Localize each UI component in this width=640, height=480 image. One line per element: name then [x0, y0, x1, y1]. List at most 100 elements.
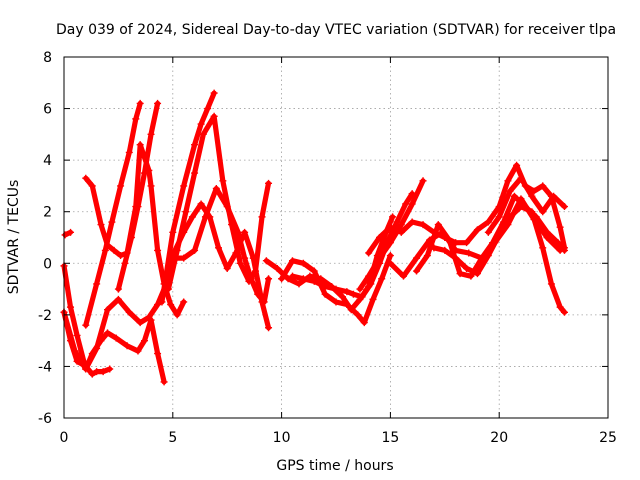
data-point-marker: [560, 246, 568, 254]
data-point-marker: [82, 174, 90, 182]
data-point-marker: [247, 275, 255, 283]
data-point-marker: [510, 192, 518, 200]
series-line-track-13: [289, 191, 415, 300]
data-point-marker: [397, 228, 405, 236]
data-point-marker: [191, 169, 199, 177]
series-line-track-5: [83, 100, 143, 328]
data-point-marker: [104, 306, 112, 314]
data-point-marker: [484, 252, 492, 260]
data-point-marker: [88, 370, 96, 378]
data-point-marker: [278, 275, 286, 283]
data-point-marker: [517, 203, 525, 211]
data-point-marker: [554, 239, 562, 247]
data-point-marker: [332, 285, 340, 293]
data-point-marker: [354, 311, 362, 319]
data-point-marker: [506, 187, 514, 195]
x-tick-label: 25: [599, 430, 617, 446]
data-point-marker: [288, 272, 296, 280]
data-point-marker: [125, 308, 133, 316]
data-point-marker: [539, 208, 547, 216]
data-point-marker: [506, 213, 514, 221]
data-point-marker: [147, 182, 155, 190]
data-point-marker: [413, 267, 421, 275]
data-point-marker: [188, 213, 196, 221]
data-point-marker: [343, 288, 351, 296]
data-point-marker: [197, 120, 205, 128]
data-point-marker: [393, 218, 401, 226]
data-point-marker: [108, 218, 116, 226]
data-point-marker: [251, 267, 259, 275]
series-track-13: [288, 190, 416, 301]
data-point-marker: [71, 347, 79, 355]
data-point-marker: [423, 252, 431, 260]
data-point-marker: [386, 252, 394, 260]
data-point-marker: [82, 365, 90, 373]
series-line-track-2: [61, 263, 167, 385]
data-point-marker: [145, 313, 153, 321]
data-point-marker: [397, 221, 405, 229]
data-point-marker: [173, 246, 181, 254]
data-point-marker: [191, 246, 199, 254]
y-tick-label: 8: [43, 50, 52, 66]
data-point-marker: [484, 228, 492, 236]
data-point-marker: [104, 329, 112, 337]
data-point-marker: [452, 239, 460, 247]
data-point-marker: [495, 231, 503, 239]
data-point-marker: [376, 234, 384, 241]
data-point-marker: [539, 244, 547, 252]
data-point-marker: [265, 275, 273, 283]
grid-lines: [64, 57, 608, 418]
data-point-marker: [199, 130, 207, 138]
data-point-marker: [321, 290, 329, 298]
series-track-15: [365, 161, 568, 257]
data-point-marker: [154, 246, 162, 254]
data-point-marker: [136, 319, 144, 327]
data-point-marker: [456, 270, 464, 278]
data-point-marker: [299, 259, 307, 267]
data-point-marker: [473, 270, 481, 278]
series-track-14: [356, 177, 427, 293]
data-point-marker: [258, 213, 266, 221]
data-point-marker: [134, 347, 142, 355]
data-point-marker: [241, 254, 249, 262]
data-point-marker: [441, 246, 449, 254]
data-point-marker: [547, 280, 555, 288]
data-point-marker: [556, 303, 564, 311]
data-point-marker: [173, 311, 181, 319]
axis-ticks: 0 5 10 15 20 25 -6 -4 -2 0 2 4 6 8: [38, 50, 617, 446]
data-point-marker: [367, 280, 375, 288]
data-point-marker: [204, 105, 212, 113]
series-track-8: [164, 112, 273, 293]
data-point-marker: [182, 208, 190, 216]
y-tick-label: 2: [43, 205, 52, 221]
data-point-marker: [214, 244, 222, 252]
data-point-marker: [452, 254, 460, 262]
data-point-marker: [376, 254, 384, 262]
data-point-marker: [136, 141, 144, 149]
series-line-track-19: [485, 175, 568, 235]
data-point-marker: [223, 203, 231, 211]
data-point-marker: [97, 221, 105, 229]
data-point-marker: [61, 231, 69, 239]
data-point-marker: [141, 337, 149, 345]
data-point-marker: [260, 298, 268, 306]
data-point-marker: [127, 234, 135, 241]
x-tick-label: 15: [381, 430, 399, 446]
y-tick-label: -4: [38, 359, 52, 375]
data-point-marker: [550, 192, 558, 200]
data-point-marker: [123, 342, 131, 350]
data-point-marker: [543, 228, 551, 236]
data-point-marker: [310, 277, 318, 285]
series-track-6: [114, 99, 162, 293]
data-point-marker: [560, 203, 568, 211]
series-track-12: [278, 252, 394, 327]
data-point-marker: [160, 378, 168, 386]
data-point-marker: [560, 308, 568, 316]
x-tick-label: 10: [273, 430, 291, 446]
series-track-10: [169, 185, 273, 306]
data-point-marker: [517, 174, 525, 182]
series-track-19: [484, 174, 568, 236]
data-point-marker: [223, 264, 231, 272]
data-point-marker: [110, 246, 118, 254]
